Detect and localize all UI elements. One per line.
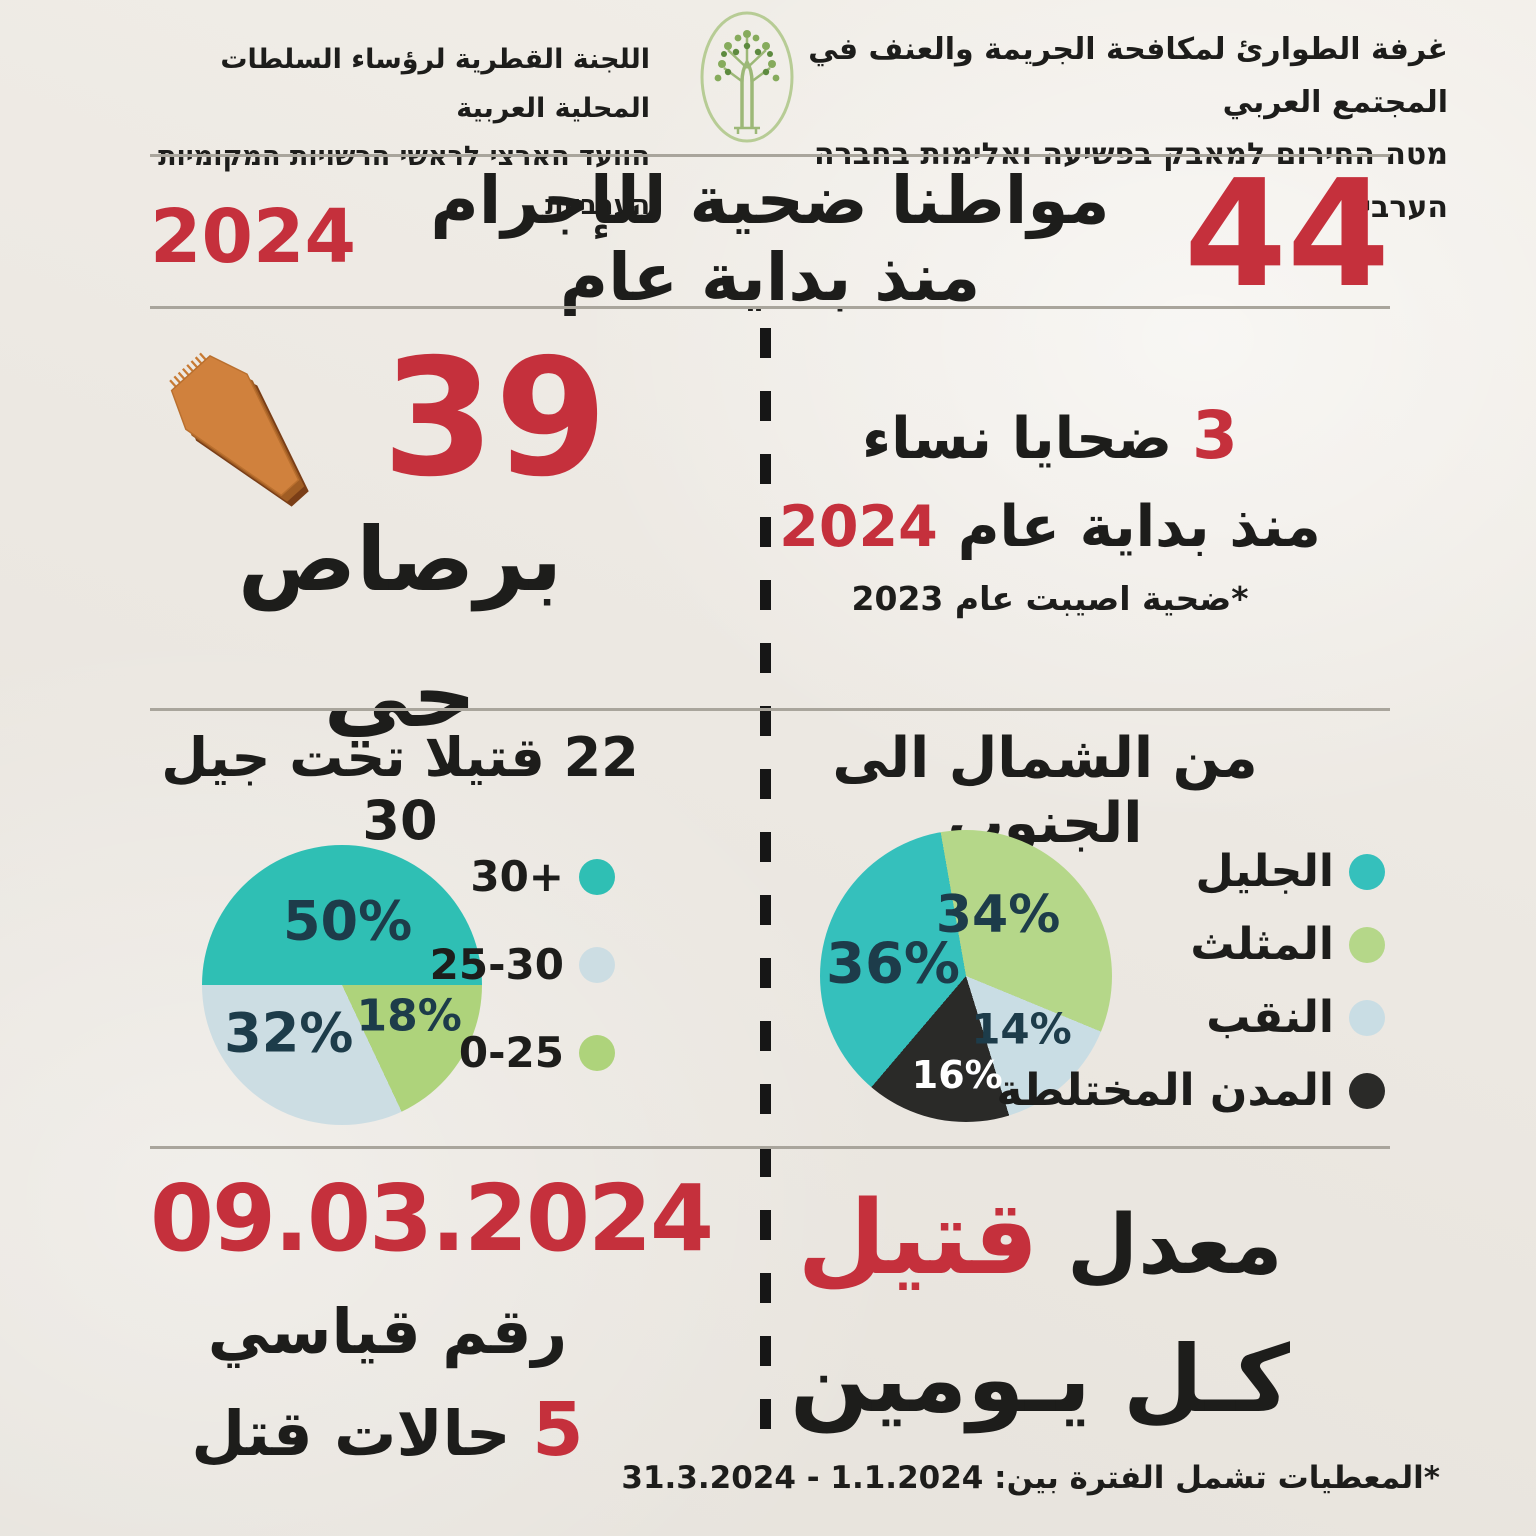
legend-item-negev: النقب bbox=[1206, 992, 1385, 1043]
age-pie-chart: 50% 32% 18% bbox=[202, 845, 482, 1125]
divider-headline bbox=[150, 306, 1390, 309]
coffin-icon bbox=[168, 352, 338, 534]
record-date: 09.03.2024 bbox=[150, 1165, 714, 1272]
legend-dot-teal bbox=[579, 858, 615, 895]
legend-label-25-30: 25-30 bbox=[429, 940, 564, 989]
live-fire-count: 39 bbox=[382, 325, 608, 513]
region-pie-chart: 36% 34% 14% 16% bbox=[820, 830, 1112, 1122]
women-since-prefix: منذ بداية عام bbox=[957, 494, 1321, 560]
legend-item-triangle: المثلث bbox=[1190, 919, 1385, 970]
age-pie-label-30plus: 50% bbox=[282, 889, 413, 953]
legend-label-negev: النقب bbox=[1206, 992, 1334, 1043]
legend-item-galilee: الجليل bbox=[1195, 846, 1385, 897]
legend-label-30plus: +30 bbox=[470, 852, 564, 901]
record-cases-line: 5 حالات قتل bbox=[150, 1384, 625, 1477]
rate-line2: كـل يـومين bbox=[789, 1325, 1291, 1433]
divider-bottom bbox=[150, 1146, 1390, 1149]
region-pie-label-negev: 14% bbox=[971, 1004, 1072, 1054]
legend-label-mixed-cities: المدن المختلطة bbox=[996, 1065, 1334, 1116]
dashed-column-separator bbox=[760, 328, 771, 1440]
org-right-arabic: غرفة الطوارئ لمكافحة الجريمة والعنف في ا… bbox=[808, 32, 1448, 120]
legend-label-0-25: 0-25 bbox=[458, 1028, 564, 1077]
record-block: 09.03.2024 رقم قياسي 5 حالات قتل bbox=[150, 1165, 714, 1477]
legend-item-mixed-cities: المدن المختلطة bbox=[996, 1065, 1385, 1116]
headline-text: مواطنا ضحية للإجرام منذ بداية عام bbox=[430, 161, 1110, 316]
headline-count: 44 bbox=[1184, 147, 1390, 320]
legend-item-30plus: +30 bbox=[470, 852, 615, 901]
women-count-line: 3 ضحايا نساء bbox=[770, 386, 1330, 485]
legend-item-25-30: 25-30 bbox=[430, 940, 615, 989]
legend-dot-green bbox=[579, 1034, 615, 1071]
women-since-year: 2024 bbox=[779, 494, 938, 560]
legend-dot-green bbox=[1349, 926, 1385, 963]
record-label: رقم قياسي bbox=[207, 1295, 568, 1369]
data-period-footnote: *المعطيات تشمل الفترة بين: 1.1.2024 - 31… bbox=[621, 1460, 1440, 1496]
legend-label-galilee: الجليل bbox=[1195, 846, 1334, 897]
headline-year: 2024 bbox=[150, 193, 356, 280]
age-pie-label-25-30: 32% bbox=[224, 1001, 354, 1065]
age-legend: +30 25-30 0-25 bbox=[430, 852, 615, 1077]
legend-dot-teal bbox=[1349, 853, 1385, 890]
region-pie-label-triangle: 34% bbox=[935, 884, 1061, 945]
record-count: 5 bbox=[532, 1386, 584, 1473]
rate-highlight: قتيل bbox=[797, 1179, 1039, 1298]
age-pie-label-0-25: 18% bbox=[356, 990, 462, 1042]
women-since-line: منذ بداية عام 2024 bbox=[770, 485, 1330, 571]
region-legend: الجليل المثلث النقب المدن المختلطة bbox=[996, 846, 1385, 1116]
tree-logo-icon bbox=[698, 8, 796, 146]
region-pie-label-mixed-cities: 16% bbox=[911, 1053, 1003, 1098]
headline: 44 مواطنا ضحية للإجرام منذ بداية عام 202… bbox=[150, 160, 1390, 316]
legend-item-0-25: 0-25 bbox=[459, 1028, 615, 1077]
divider-mid bbox=[150, 708, 1390, 711]
rate-block: معدل قتيل كـل يـومين bbox=[760, 1170, 1320, 1433]
legend-dot-lightblue bbox=[1349, 999, 1385, 1036]
age-chart-title: 22 قتيلا تحت جيل 30 bbox=[161, 726, 639, 852]
women-victims-block: 3 ضحايا نساء منذ بداية عام 2024 *ضحية اص… bbox=[770, 386, 1330, 618]
women-label: ضحايا نساء bbox=[862, 406, 1173, 472]
legend-dot-lightblue bbox=[579, 946, 615, 983]
legend-dot-black bbox=[1349, 1072, 1385, 1109]
org-left-arabic: اللجنة القطرية لرؤساء السلطات المحلية ال… bbox=[220, 44, 650, 124]
rate-prefix: معدل bbox=[1067, 1198, 1283, 1293]
region-chart-title: من الشمال الى الجنوب bbox=[832, 726, 1258, 856]
record-cases-label: حالات قتل bbox=[191, 1396, 511, 1470]
legend-label-triangle: المثلث bbox=[1190, 919, 1334, 970]
rate-line1: معدل قتيل bbox=[760, 1170, 1320, 1308]
divider-header bbox=[150, 154, 1390, 157]
region-pie-label-galilee: 36% bbox=[825, 931, 961, 997]
live-fire-label: برصاص حي bbox=[237, 508, 563, 748]
women-count: 3 bbox=[1192, 397, 1238, 474]
women-footnote: *ضحية اصيبت عام 2023 bbox=[851, 578, 1249, 618]
